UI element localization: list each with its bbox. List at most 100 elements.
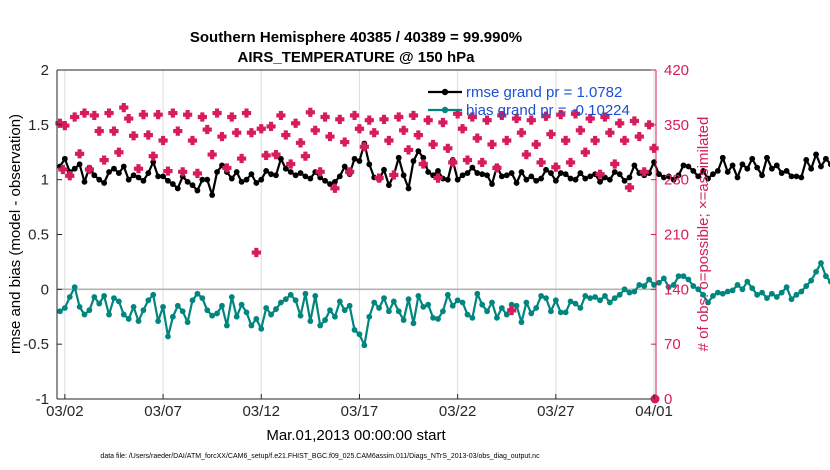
bias-point [606, 299, 613, 306]
obs-assimilated-point [482, 115, 492, 125]
obs-assimilated-point [561, 135, 571, 146]
bias-point [435, 316, 441, 322]
rmse-point [135, 174, 142, 181]
bias-point [336, 298, 343, 305]
obs-assimilated-point [379, 114, 389, 124]
bias-point [331, 313, 338, 320]
rmse-point [209, 192, 216, 198]
obs-assimilated-point [644, 120, 654, 130]
obs-assimilated-point [251, 247, 261, 258]
rmse-point [818, 163, 824, 170]
rmse-point [675, 172, 682, 179]
bias-point [773, 294, 780, 300]
bias-point [641, 283, 648, 289]
rmse-point [214, 169, 220, 175]
bias-point [189, 297, 196, 304]
rmse-point [356, 158, 363, 164]
obs-assimilated-point [364, 115, 374, 125]
rmse-point [474, 170, 481, 176]
obs-assimilated-point [246, 128, 257, 138]
rmse-point [297, 170, 304, 176]
bias-point [670, 282, 677, 288]
bias-point [81, 311, 88, 318]
obs-assimilated-point [448, 157, 458, 168]
obs-assimilated-point [153, 110, 163, 120]
obs-assimilated-point [580, 147, 590, 157]
obs-assimilated-point [536, 157, 546, 168]
bias-point [734, 282, 741, 288]
bias-point [700, 291, 707, 298]
bias-point [533, 305, 540, 311]
rmse-point [268, 171, 274, 178]
rmse-point [503, 172, 510, 179]
rmse-point [680, 162, 687, 169]
rmse-point [606, 176, 613, 183]
obs-assimilated-point [556, 110, 566, 120]
rmse-point [773, 162, 780, 169]
obs-assimilated-point [114, 147, 124, 157]
y-tick-label: 0 [41, 281, 49, 298]
bias-point [228, 294, 235, 300]
bias-point [61, 305, 68, 311]
bias-point [307, 318, 314, 325]
obs-assimilated-point [60, 121, 70, 131]
bias-point [459, 299, 466, 306]
bias-point [302, 290, 309, 297]
obs-assimilated-point [472, 133, 482, 143]
obs-assimilated-point [286, 159, 296, 169]
obs-assimilated-point [89, 110, 99, 121]
bias-point [626, 289, 633, 296]
obs-assimilated-point [349, 110, 360, 121]
obs-assimilated-point [256, 124, 266, 134]
obs-assimilated-point [173, 126, 183, 136]
rmse-point [81, 178, 88, 185]
rmse-point [327, 181, 333, 187]
bias-point [312, 293, 319, 299]
rmse-point [341, 163, 348, 170]
obs-assimilated-point [340, 137, 350, 147]
obs-assimilated-point [212, 108, 222, 118]
x-tick-label: 03/07 [144, 403, 182, 420]
obs-assimilated-point [310, 125, 320, 135]
obs-assimilated-point [227, 112, 237, 122]
obs-assimilated-point [158, 135, 168, 146]
obs-assimilated-point [438, 117, 448, 128]
rmse-point [533, 177, 540, 184]
bias-point [592, 294, 599, 300]
rmse-point [400, 172, 407, 179]
rmse-point [165, 177, 171, 184]
rmse-point [307, 175, 314, 182]
rmse-point [626, 174, 633, 181]
rmse-point [700, 167, 707, 174]
bias-point [582, 293, 589, 299]
bias-point [194, 290, 201, 297]
obs-assimilated-point [183, 110, 193, 120]
obs-assimilated-point [531, 139, 541, 150]
bias-point [376, 305, 382, 311]
y-tick-label: -0.5 [23, 336, 49, 353]
rmse-point [405, 185, 412, 192]
rmse-point [189, 182, 196, 189]
x-axis-label: Mar.01,2013 00:00:00 start [266, 427, 446, 444]
obs-assimilated-point [325, 131, 335, 142]
obs-assimilated-point [305, 107, 315, 117]
rmse-point [719, 154, 726, 161]
bias-point [489, 299, 495, 306]
obs-assimilated-point [457, 124, 468, 134]
x-tick-label: 03/12 [242, 403, 280, 420]
bias-point [656, 279, 662, 286]
bias-point [179, 308, 186, 315]
rmse-point [543, 166, 549, 173]
obs-assimilated-point [570, 109, 581, 119]
rmse-point [690, 167, 697, 174]
rmse-point [778, 170, 785, 176]
rmse-point [469, 164, 476, 171]
bias-point [405, 296, 412, 303]
obs-assimilated-point [507, 305, 517, 316]
rmse-point [489, 181, 495, 187]
bias-point [282, 296, 289, 303]
obs-assimilated-point [79, 108, 90, 118]
rmse-point [577, 170, 584, 176]
rmse-point [459, 172, 466, 179]
obs-assimilated-point [271, 150, 281, 160]
